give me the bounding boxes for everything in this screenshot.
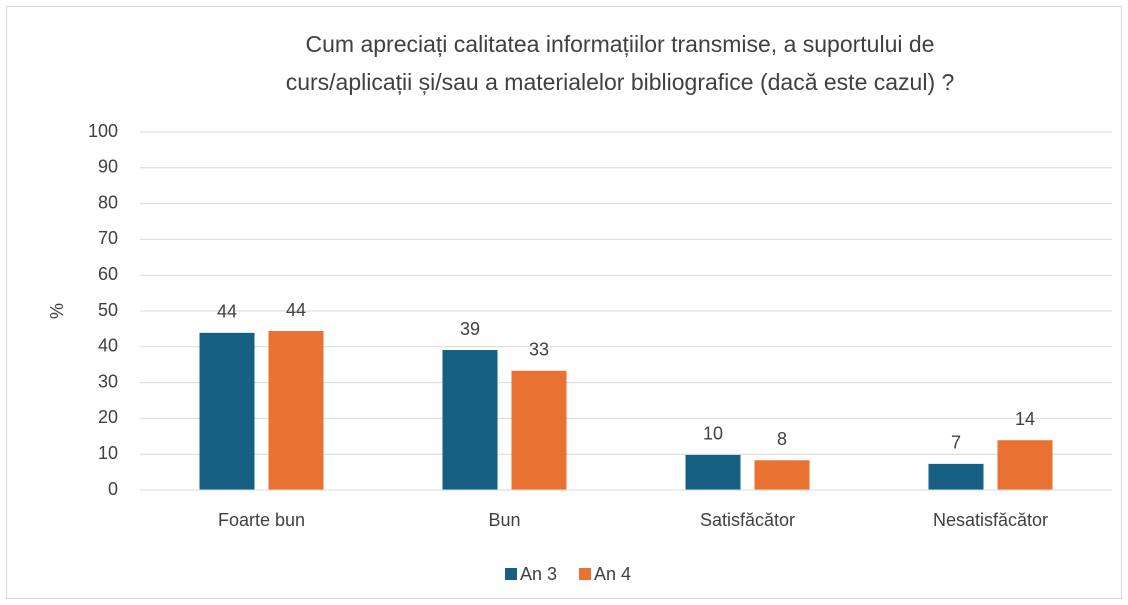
data-label: 44 xyxy=(286,300,306,320)
legend-swatch xyxy=(505,568,517,580)
bar xyxy=(199,332,255,490)
x-tick-label: Nesatisfăcător xyxy=(933,510,1048,530)
x-tick-label: Bun xyxy=(488,510,520,530)
chart-title: curs/aplicații și/sau a materialelor bib… xyxy=(286,69,955,95)
data-label: 7 xyxy=(951,433,961,453)
y-tick-label: 60 xyxy=(98,264,118,284)
bar xyxy=(754,460,810,490)
y-tick-label: 100 xyxy=(88,121,118,141)
legend-swatch xyxy=(579,568,592,580)
y-tick-label: 70 xyxy=(98,228,118,248)
chart-title: Cum apreciați calitatea informațiilor tr… xyxy=(306,31,935,57)
y-tick-label: 20 xyxy=(98,407,118,427)
bar xyxy=(442,350,498,490)
bar xyxy=(997,440,1053,490)
y-tick-label: 0 xyxy=(108,479,118,499)
y-tick-label: 90 xyxy=(98,157,118,177)
data-label: 8 xyxy=(777,429,787,449)
bar xyxy=(685,454,741,490)
data-label: 33 xyxy=(529,340,549,360)
y-tick-label: 80 xyxy=(98,192,118,212)
bar xyxy=(511,370,567,490)
y-axis-label: % xyxy=(47,303,67,319)
x-tick-label: Satisfăcător xyxy=(700,510,795,530)
legend-label: An 3 xyxy=(520,564,557,584)
bar xyxy=(928,463,984,490)
y-tick-label: 10 xyxy=(98,443,118,463)
data-label: 39 xyxy=(460,319,480,339)
y-tick-label: 40 xyxy=(98,336,118,356)
chart-border xyxy=(6,6,1122,599)
y-tick-label: 50 xyxy=(98,300,118,320)
y-tick-label: 30 xyxy=(98,371,118,391)
data-label: 44 xyxy=(217,302,237,322)
data-label: 14 xyxy=(1015,409,1035,429)
legend-label: An 4 xyxy=(594,564,631,584)
bar xyxy=(268,331,324,490)
x-tick-label: Foarte bun xyxy=(218,510,305,530)
data-label: 10 xyxy=(703,424,723,444)
